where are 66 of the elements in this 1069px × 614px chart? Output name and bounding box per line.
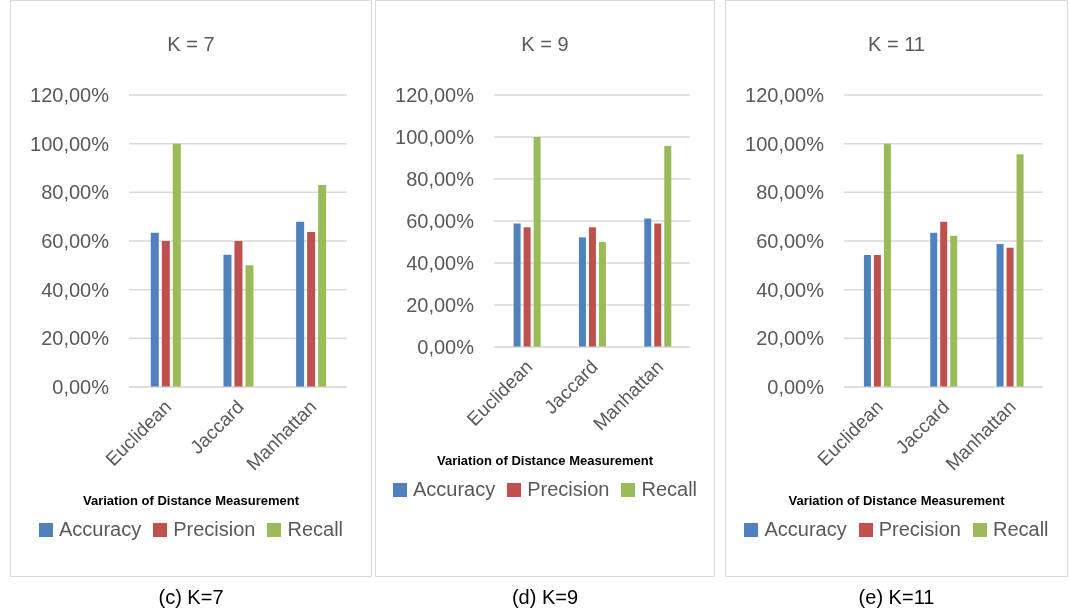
legend-label: Recall <box>992 518 1049 541</box>
y-tick-label: 120,00% <box>395 84 475 107</box>
bar <box>172 143 181 387</box>
y-tick-label: 40,00% <box>41 278 110 301</box>
y-tick-label: 100,00% <box>30 132 110 155</box>
y-tick-label: 0,00% <box>417 336 475 359</box>
bar <box>996 243 1004 387</box>
y-tick-label: 20,00% <box>406 294 475 317</box>
bar <box>234 241 243 387</box>
y-tick-label: 100,00% <box>395 126 475 149</box>
y-tick-label: 60,00% <box>756 230 825 253</box>
chart-title: K = 9 <box>520 33 570 57</box>
bar <box>533 137 541 347</box>
y-tick-label: 60,00% <box>406 210 475 233</box>
y-tick-label: 80,00% <box>406 168 475 191</box>
chart-title: K = 11 <box>867 33 926 57</box>
y-tick-label: 100,00% <box>745 132 825 155</box>
bar <box>150 232 159 387</box>
legend-label: Precision <box>173 518 256 541</box>
bar <box>578 237 586 347</box>
x-axis-title: Variation of Distance Measurement <box>82 493 300 508</box>
legend-label: Accuracy <box>412 478 496 501</box>
text: (c) K=7 <box>157 586 225 609</box>
y-tick-label: 20,00% <box>41 327 110 350</box>
legend-label: Precision <box>527 478 610 501</box>
y-tick-label: 120,00% <box>30 84 110 107</box>
legend-label: Precision <box>878 518 961 541</box>
y-tick-label: 0,00% <box>767 376 825 399</box>
bar <box>296 221 305 387</box>
bar <box>940 221 948 387</box>
bar <box>654 223 662 347</box>
legend-label: Accuracy <box>58 518 142 541</box>
bar <box>161 241 170 387</box>
text: (e) K=11 <box>857 586 936 609</box>
bar <box>1006 247 1014 387</box>
x-axis-title: Variation of Distance Measurement <box>436 453 654 468</box>
bar <box>513 223 521 347</box>
bar <box>245 265 254 387</box>
bar <box>223 254 232 387</box>
y-tick-label: 40,00% <box>406 252 475 275</box>
bar <box>318 185 327 387</box>
bar <box>598 242 606 347</box>
bar <box>644 218 652 347</box>
bar <box>588 227 596 347</box>
bar <box>950 235 958 387</box>
y-tick-label: 40,00% <box>756 278 825 301</box>
legend-label: Accuracy <box>764 518 847 541</box>
bar <box>863 255 871 387</box>
bar <box>883 143 891 387</box>
text: (d) K=9 <box>510 586 580 609</box>
bar <box>664 146 672 347</box>
y-tick-label: 20,00% <box>756 327 825 350</box>
x-axis-title: Variation of Distance Measurement <box>787 493 1006 508</box>
bar <box>1016 154 1024 387</box>
y-tick-label: 120,00% <box>745 84 825 107</box>
legend-label: Recall <box>641 478 698 501</box>
bar <box>930 232 938 387</box>
y-tick-label: 80,00% <box>41 181 110 204</box>
bar <box>873 255 881 387</box>
y-tick-label: 0,00% <box>52 376 110 399</box>
bar <box>307 232 316 387</box>
legend-label: Recall <box>287 518 344 541</box>
bar <box>523 227 531 347</box>
y-tick-label: 60,00% <box>41 230 110 253</box>
y-tick-label: 80,00% <box>756 181 825 204</box>
chart-title: K = 7 <box>166 33 216 57</box>
